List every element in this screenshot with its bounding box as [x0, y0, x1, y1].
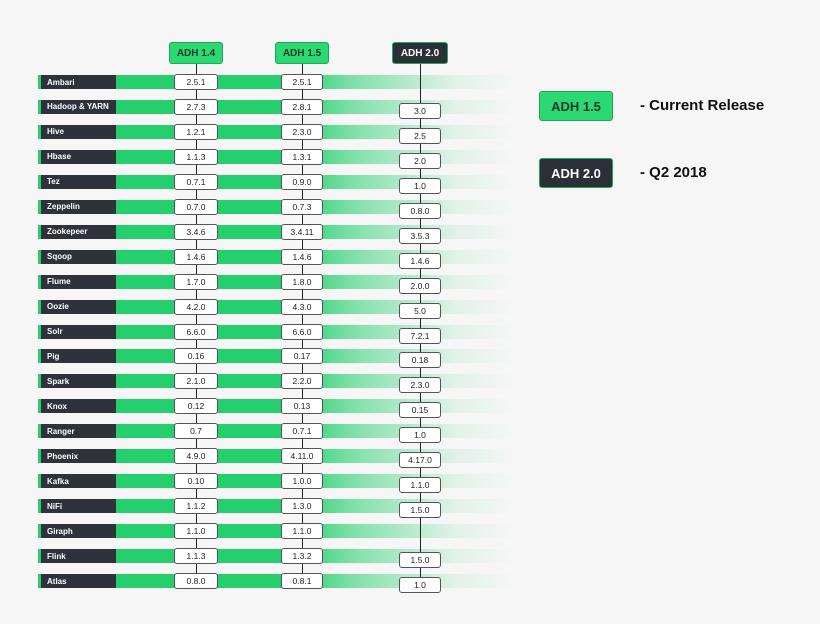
component-label: Phoenix — [38, 449, 116, 464]
version-box: 0.7.3 — [281, 198, 323, 215]
component-label: Atlas — [38, 574, 116, 588]
version-box: 4.11.0 — [281, 448, 323, 465]
component-label: Hbase — [38, 149, 116, 164]
version-box: 1.5.0 — [399, 552, 441, 569]
version-box: 3.4.6 — [174, 223, 218, 240]
version-box: 1.8.0 — [281, 273, 323, 290]
component-label: Flume — [38, 274, 116, 289]
version-box: 4.9.0 — [174, 448, 218, 465]
column-header: ADH 2.0 — [392, 42, 448, 64]
version-box: 3.5.3 — [399, 227, 441, 244]
version-box: 1.3.2 — [281, 548, 323, 565]
component-label: Hive — [38, 124, 116, 139]
component-label: Tez — [38, 174, 116, 189]
version-box: 1.1.0 — [399, 477, 441, 494]
version-box: 0.18 — [399, 352, 441, 369]
component-label: Zookepeer — [38, 224, 116, 239]
version-box: 4.2.0 — [174, 298, 218, 315]
version-box: 4.3.0 — [281, 298, 323, 315]
version-box: 1.0 — [399, 177, 441, 194]
component-label: Knox — [38, 399, 116, 414]
component-label: Ambari — [38, 75, 116, 89]
version-box: 1.1.0 — [281, 523, 323, 540]
version-box: 2.1.0 — [174, 373, 218, 390]
legend-text: - Current Release — [640, 97, 765, 114]
version-box: 1.4.6 — [281, 248, 323, 265]
version-box: 0.7.0 — [174, 198, 218, 215]
version-box: 1.3.1 — [281, 148, 323, 165]
version-box: 1.7.0 — [174, 273, 218, 290]
version-box: 2.7.3 — [174, 98, 218, 115]
legend-swatch: ADH 1.5 — [539, 91, 613, 121]
version-box: 4.17.0 — [399, 452, 441, 469]
column-header: ADH 1.4 — [169, 42, 223, 64]
version-box: 0.10 — [174, 473, 218, 490]
version-box: 0.7 — [174, 423, 218, 440]
legend-text: - Q2 2018 — [640, 164, 707, 181]
version-box: 6.6.0 — [281, 323, 323, 340]
component-label: Sqoop — [38, 249, 116, 264]
version-box: 1.4.6 — [174, 248, 218, 265]
version-box: 2.5 — [399, 127, 441, 144]
column-header: ADH 1.5 — [275, 42, 329, 64]
version-box: 1.1.3 — [174, 148, 218, 165]
version-box: 2.3.0 — [399, 377, 441, 394]
version-box: 1.0 — [399, 577, 441, 593]
component-label: Zeppelin — [38, 199, 116, 214]
version-box: 1.2.1 — [174, 123, 218, 140]
version-box: 0.17 — [281, 348, 323, 365]
component-label: Hadoop & YARN — [38, 99, 116, 114]
component-label: Flink — [38, 549, 116, 564]
version-box: 0.16 — [174, 348, 218, 365]
component-label: Oozie — [38, 299, 116, 314]
component-label: Kafka — [38, 474, 116, 489]
version-box: 5.0 — [399, 302, 441, 319]
version-box: 2.5.1 — [174, 74, 218, 90]
version-box: 3.0 — [399, 102, 441, 119]
component-label: Giraph — [38, 524, 116, 539]
version-box: 7.2.1 — [399, 327, 441, 344]
component-label: Solr — [38, 324, 116, 339]
version-line — [420, 64, 421, 584]
version-box: 1.1.0 — [174, 523, 218, 540]
version-box: 3.4.11 — [281, 223, 323, 240]
component-label: Pig — [38, 349, 116, 364]
version-box: 1.4.6 — [399, 252, 441, 269]
version-box: 6.6.0 — [174, 323, 218, 340]
version-box: 2.5.1 — [281, 74, 323, 90]
version-box: 1.0.0 — [281, 473, 323, 490]
version-box: 0.7.1 — [281, 423, 323, 440]
version-box: 1.1.2 — [174, 498, 218, 515]
version-box: 0.15 — [399, 402, 441, 419]
version-box: 2.2.0 — [281, 373, 323, 390]
version-box: 0.13 — [281, 398, 323, 415]
version-box: 1.3.0 — [281, 498, 323, 515]
component-label: Spark — [38, 374, 116, 389]
version-box: 2.3.0 — [281, 123, 323, 140]
version-box: 0.8.0 — [174, 573, 218, 589]
version-box: 1.1.3 — [174, 548, 218, 565]
version-box: 0.8.0 — [399, 202, 441, 219]
version-box: 0.9.0 — [281, 173, 323, 190]
version-box: 2.0.0 — [399, 277, 441, 294]
component-label: Ranger — [38, 424, 116, 439]
version-box: 0.8.1 — [281, 573, 323, 589]
version-box: 2.0 — [399, 152, 441, 169]
version-box: 1.5.0 — [399, 502, 441, 519]
version-box: 1.0 — [399, 427, 441, 444]
component-label: NiFi — [38, 499, 116, 514]
legend-swatch: ADH 2.0 — [539, 158, 613, 188]
version-box: 2.8.1 — [281, 98, 323, 115]
version-box: 0.12 — [174, 398, 218, 415]
version-box: 0.7.1 — [174, 173, 218, 190]
